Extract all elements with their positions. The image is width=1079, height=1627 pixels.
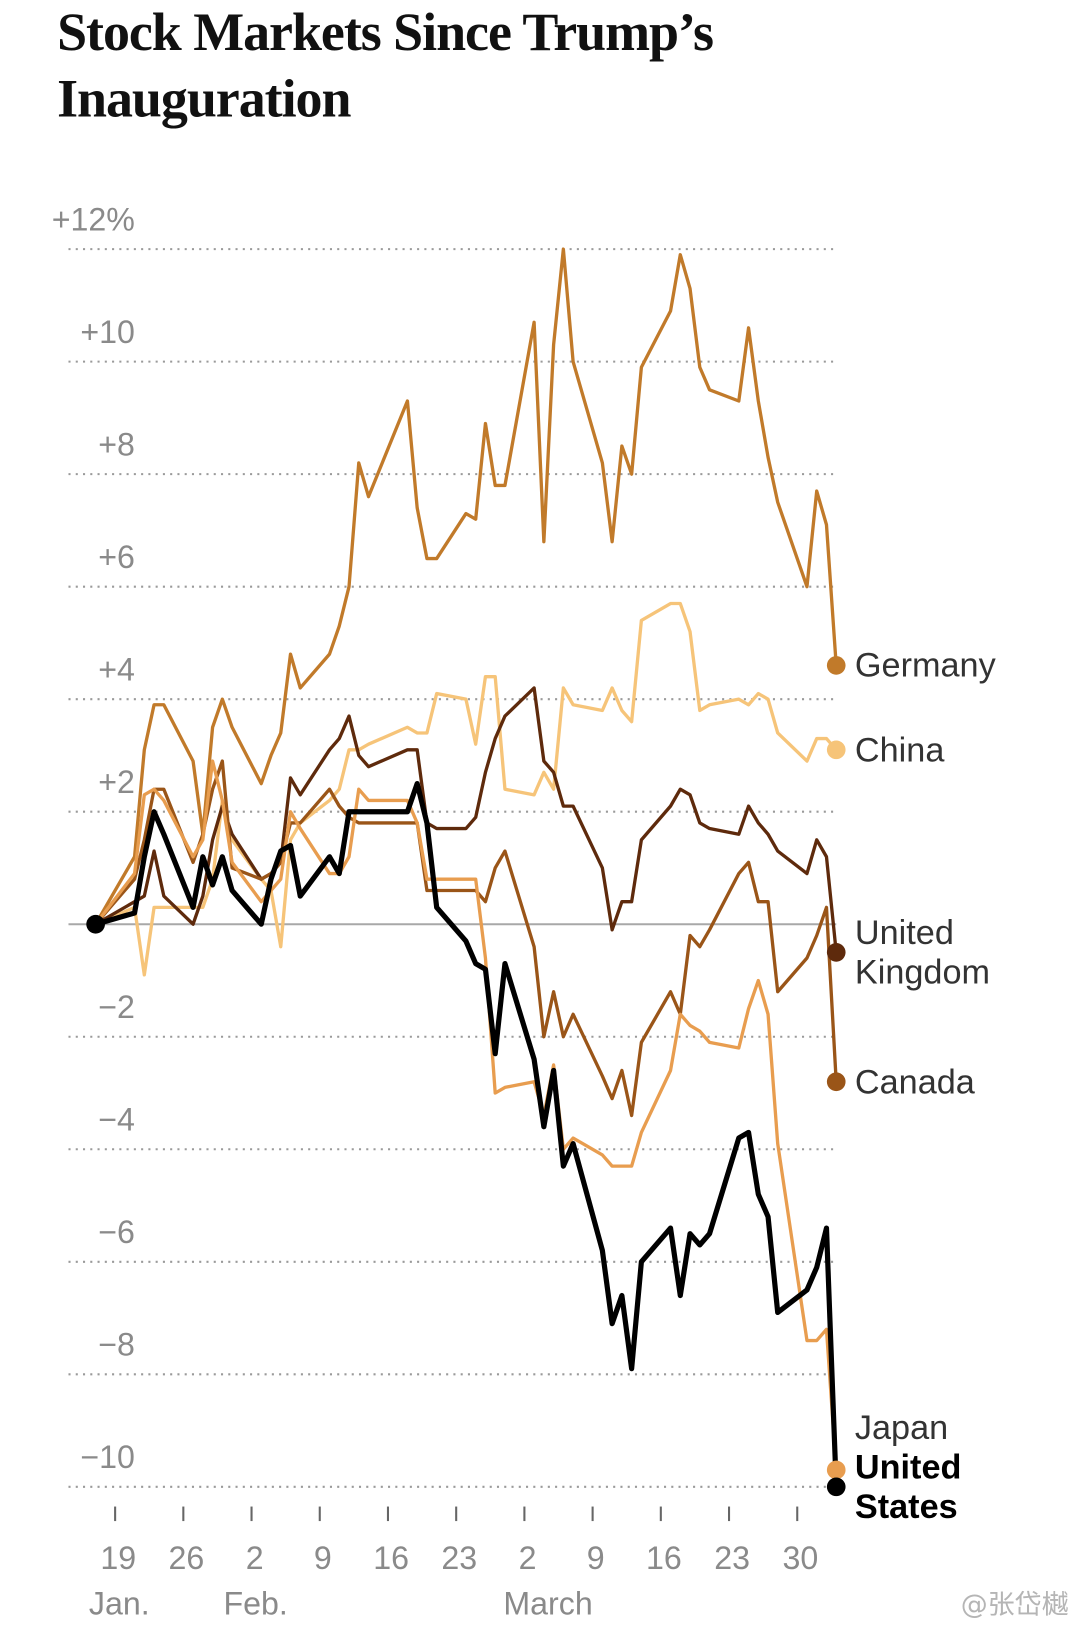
y-tick-label: −10 xyxy=(80,1439,135,1475)
y-tick-label: −2 xyxy=(98,989,135,1025)
legend-box: Japan xyxy=(854,1407,949,1447)
y-tick-label: −4 xyxy=(98,1102,135,1138)
x-tick-label: 26 xyxy=(169,1540,205,1576)
legend-label: Germany xyxy=(854,645,996,685)
start-dot xyxy=(86,914,105,934)
title-box: Stock Markets Since Trump’s Inauguration xyxy=(57,3,714,129)
month-label: March xyxy=(503,1585,592,1621)
end-dot xyxy=(826,740,846,760)
end-dot xyxy=(826,1072,846,1092)
chart-title: Stock Markets Since Trump’s Inauguration xyxy=(57,3,714,129)
x-tick-label: 16 xyxy=(646,1540,682,1576)
legend-label: United States xyxy=(854,1447,962,1526)
x-tick-label: 2 xyxy=(519,1540,537,1576)
x-tick-label: 30 xyxy=(782,1540,818,1576)
legend-box: United Kingdom xyxy=(854,912,991,991)
y-tick-label: −6 xyxy=(98,1214,135,1250)
x-tick-label: 19 xyxy=(100,1540,136,1576)
y-tick-label: +6 xyxy=(98,539,135,575)
legend-box: United States xyxy=(854,1447,962,1526)
y-tick-label: +4 xyxy=(98,652,135,688)
series-line xyxy=(93,781,839,1490)
legend-label: China xyxy=(854,730,945,769)
x-tick-label: 2 xyxy=(246,1540,264,1576)
end-dot xyxy=(826,1477,846,1497)
watermark: @张岱樾 xyxy=(961,1589,1069,1620)
x-tick-label: 9 xyxy=(587,1540,605,1576)
legend-label: Canada xyxy=(854,1062,975,1101)
legend-label: United Kingdom xyxy=(854,912,991,991)
series-line xyxy=(93,247,838,926)
x-tick-label: 16 xyxy=(373,1540,409,1576)
y-tick-label: −8 xyxy=(98,1327,135,1363)
legend-box: China xyxy=(854,730,945,769)
legend-label: Japan xyxy=(854,1407,949,1447)
y-tick-label: +10 xyxy=(80,314,135,350)
y-tick-label: +2 xyxy=(98,764,135,800)
month-label: Jan. xyxy=(89,1585,150,1621)
end-dot xyxy=(826,943,846,962)
legend-box: Canada xyxy=(854,1062,975,1101)
month-label: Feb. xyxy=(224,1585,288,1621)
series-line xyxy=(93,759,838,1472)
legend-box: Germany xyxy=(854,645,996,685)
x-tick-label: 23 xyxy=(441,1540,477,1576)
end-dot xyxy=(826,656,846,675)
y-tick-label: +8 xyxy=(98,426,135,462)
y-tick-label: +12% xyxy=(52,201,135,237)
x-tick-label: 23 xyxy=(714,1540,750,1576)
end-dot xyxy=(826,1460,846,1480)
x-tick-label: 9 xyxy=(314,1540,332,1576)
